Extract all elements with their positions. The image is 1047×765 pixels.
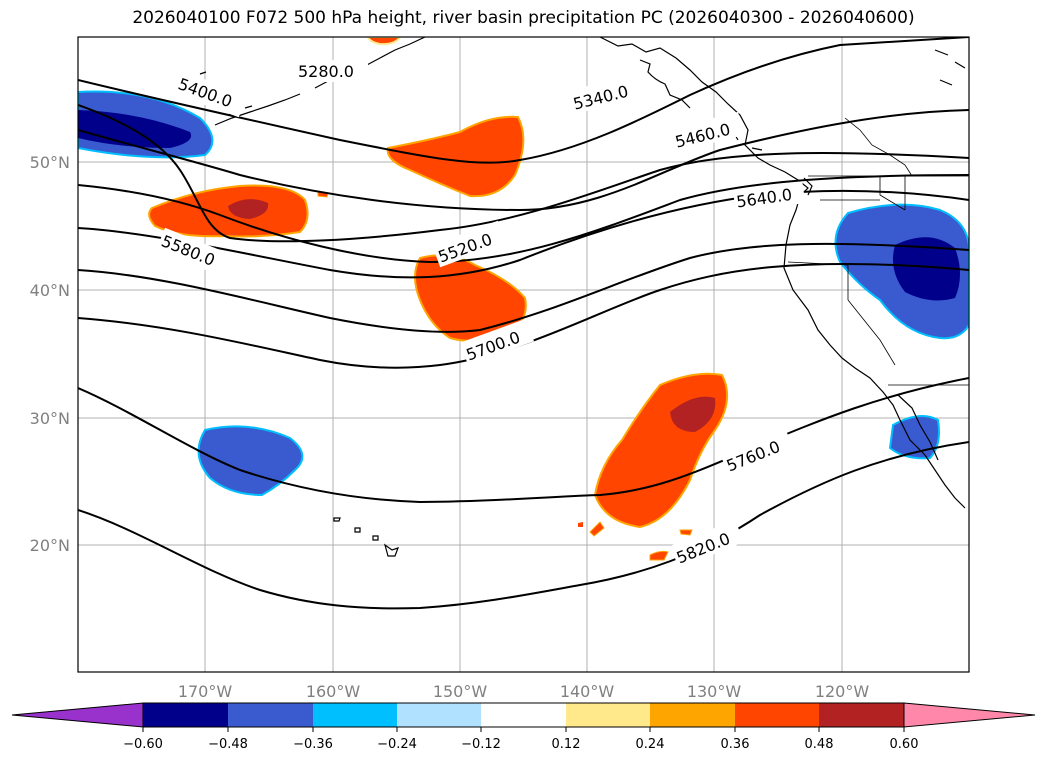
longitude-labels: 170°W 160°W 150°W 140°W 130°W 120°W [178,682,870,701]
lon-label-150w: 150°W [433,682,488,701]
colorbar-segment [735,703,819,727]
colorbar-tick: 0.24 [636,737,665,752]
colorbar-tick: 0.48 [805,737,834,752]
contour-label-5280: 5280.0 [298,62,354,81]
colorbar-segment [481,703,566,727]
lon-label-140w: 140°W [560,682,615,701]
colorbar-segment [228,703,313,727]
colorbar-tick: 0.12 [552,737,581,752]
lon-label-170w: 170°W [178,682,233,701]
colorbar-tick: −0.12 [461,737,501,752]
colorbar-segment [143,703,228,727]
colorbar-tick: 0.60 [890,737,919,752]
colorbar-outline [142,702,905,728]
map-frame [77,36,970,673]
gridlines [78,37,969,672]
lat-label-50n: 50°N [30,153,70,172]
latitude-labels: 50°N 40°N 30°N 20°N [30,153,70,555]
colorbar-segment [397,703,481,727]
lon-label-130w: 130°W [687,682,742,701]
colorbar-segment [313,703,397,727]
colorbar-tick: −0.48 [208,737,248,752]
colorbar-segment [566,703,650,727]
colorbar: −0.60 −0.48 −0.36 −0.24 −0.12 0.12 0.24 … [11,702,1036,752]
colorbar-tick: −0.24 [377,737,417,752]
lat-label-20n: 20°N [30,536,70,555]
colorbar-tick: −0.36 [293,737,333,752]
colorbar-segment [650,703,735,727]
map-title: 2026040100 F072 500 hPa height, river ba… [132,8,915,28]
colorbar-right-extend [903,702,1036,728]
colorbar-tick: 0.36 [721,737,750,752]
colorbar-segment [819,703,904,727]
lat-label-30n: 30°N [30,409,70,428]
lon-label-160w: 160°W [306,682,361,701]
colorbar-tick: −0.60 [123,737,163,752]
lat-label-40n: 40°N [30,281,70,300]
lon-label-120w: 120°W [815,682,870,701]
colorbar-left-extend [11,702,144,728]
